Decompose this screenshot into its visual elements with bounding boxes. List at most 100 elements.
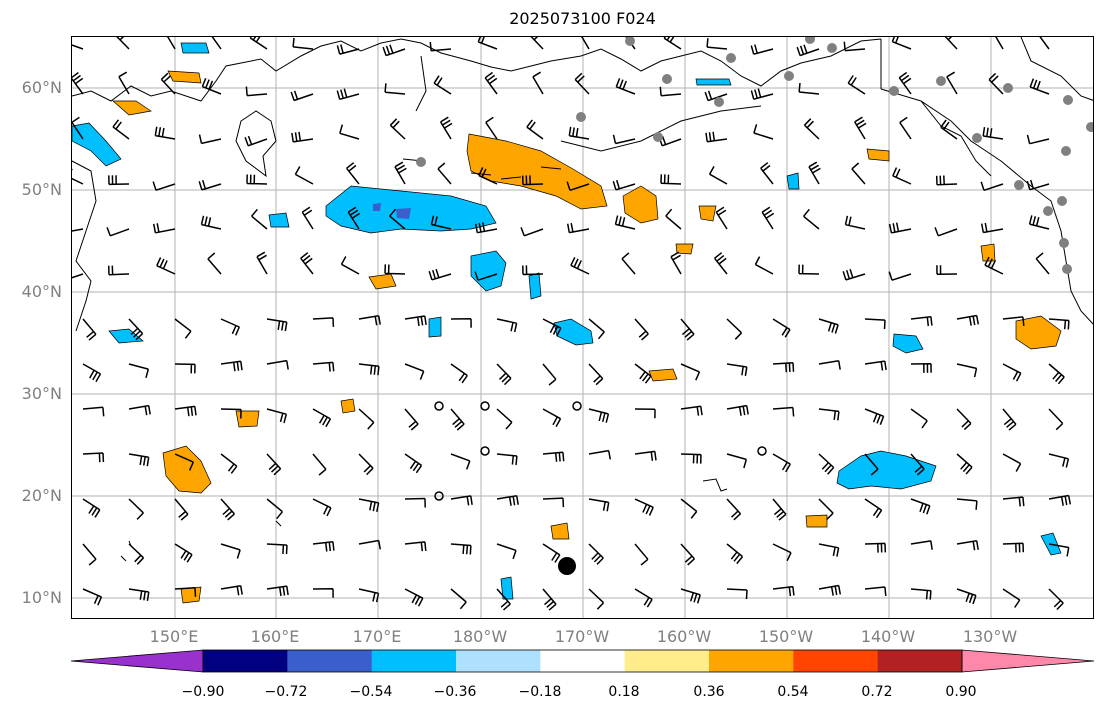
wind-barb [566, 222, 590, 234]
wind-barb [291, 131, 314, 143]
wind-barb [220, 543, 241, 559]
wind-barb [526, 119, 544, 140]
wind-barb [312, 498, 332, 517]
lon-label-170e: 170°E [352, 627, 402, 646]
wind-barb [844, 215, 866, 230]
wind-barb [1048, 453, 1070, 468]
orange-region [866, 148, 890, 162]
wind-barb [910, 453, 925, 476]
wind-barb [574, 72, 590, 95]
wind-barb [818, 543, 840, 557]
wind-barb [496, 495, 519, 506]
wind-barb [530, 37, 544, 50]
shaded-anomaly-regions [72, 42, 1062, 604]
wind-barb [82, 406, 105, 417]
wind-barb [864, 318, 886, 330]
orange-region [112, 100, 152, 116]
wind-barb [108, 175, 130, 186]
wind-barb [496, 453, 518, 466]
cyan-region [72, 122, 122, 167]
wind-barb [485, 116, 498, 140]
orange-region [550, 522, 570, 540]
wind-barb [106, 227, 130, 237]
wind-barb [634, 363, 652, 384]
lon-label-180w: 180°W [452, 627, 508, 646]
cyan-region [180, 42, 210, 54]
colorbar-tick-label: −0.36 [433, 684, 477, 700]
wind-barb [588, 363, 604, 386]
wind-barb [851, 162, 866, 185]
wind-barb [798, 264, 820, 275]
wind-barb [956, 363, 978, 378]
blue-core [373, 203, 381, 211]
wind-barb [956, 408, 972, 431]
lat-label-10n: 10°N [21, 588, 62, 607]
wind-barb [1026, 179, 1050, 191]
wind-barb [680, 498, 698, 519]
wind-barb [72, 116, 84, 140]
colorbar-tick-label: −0.54 [349, 684, 393, 700]
wind-barb [404, 497, 426, 508]
wind-barb [174, 498, 189, 521]
wind-barb [864, 542, 887, 553]
wind-barb [864, 586, 887, 596]
wind-barb [312, 361, 335, 372]
wind-barb [474, 271, 498, 281]
wind-barb [450, 363, 468, 384]
wind-barb [312, 408, 332, 428]
wind-barb [292, 37, 314, 50]
wind-barb [72, 71, 84, 95]
wind-barb [708, 166, 728, 185]
wind-barb [634, 498, 654, 516]
wind-barb [128, 404, 151, 416]
wind-barb [198, 179, 222, 191]
wind-barb [82, 318, 97, 341]
wind-barb [936, 265, 958, 276]
colorbar-tick-label: 0.90 [945, 684, 977, 700]
orange-region [1015, 315, 1062, 350]
wind-barb [818, 408, 840, 421]
wind-barb [450, 408, 465, 431]
blue-core [396, 208, 411, 219]
wind-barb [1048, 588, 1064, 611]
cyan-region [528, 272, 542, 300]
colorbar-segment [371, 650, 457, 672]
wind-barb [116, 37, 130, 50]
wind-barb [542, 543, 561, 563]
wind-barb [249, 37, 268, 50]
wind-barb [891, 37, 912, 50]
wind-barb [266, 359, 289, 370]
wind-barb [726, 363, 748, 377]
lon-label-170w: 170°W [554, 627, 610, 646]
wind-barb [358, 498, 380, 512]
wind-barb [726, 498, 742, 521]
wind-barb [152, 223, 176, 234]
wind-barb [1048, 363, 1065, 385]
wind-barb [570, 256, 590, 275]
wind-barb [1048, 318, 1070, 330]
wind-barb [1028, 215, 1050, 230]
wind-barb [588, 543, 604, 565]
wind-barb [128, 363, 150, 378]
cyan-region [325, 185, 497, 234]
map-canvas [72, 37, 1093, 618]
wind-barb [167, 37, 176, 50]
orange-region [162, 445, 212, 494]
orange-region [675, 243, 694, 255]
wind-barb [520, 227, 544, 237]
cyan-region [892, 333, 924, 354]
wind-barb [614, 215, 636, 230]
wind-barb [634, 408, 656, 419]
wind-barb [980, 181, 1004, 192]
colorbar-extend-low [70, 649, 204, 673]
cyan-region [268, 212, 290, 228]
wind-barb [726, 404, 749, 416]
wind-barb [670, 251, 682, 275]
wind-barb [772, 318, 791, 338]
wind-barb [312, 317, 335, 327]
wind-barb [680, 453, 702, 464]
orange-region [368, 273, 397, 290]
wind-barb [266, 543, 288, 555]
wind-barb [1002, 453, 1022, 472]
wind-barb [581, 37, 590, 50]
